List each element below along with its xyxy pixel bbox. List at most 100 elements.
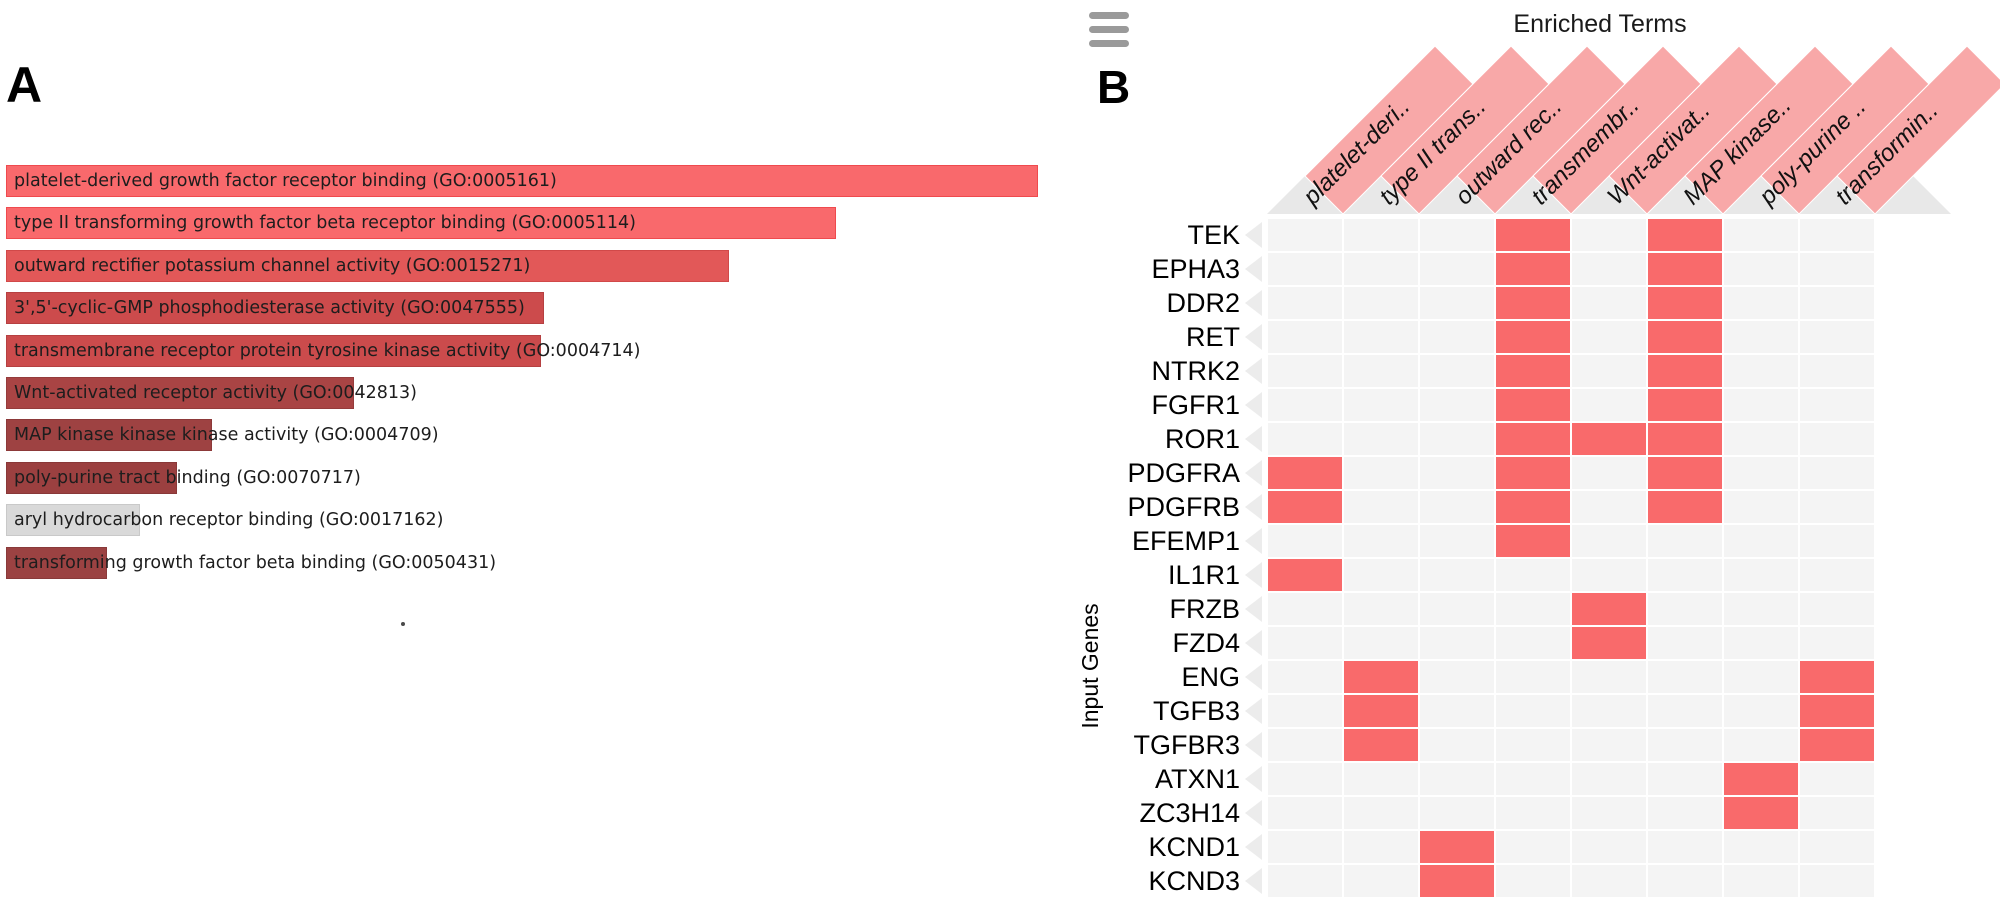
heatmap-cell[interactable] (1419, 796, 1495, 830)
heatmap-cell[interactable] (1343, 252, 1419, 286)
gene-row-label[interactable]: PDGFRA (1127, 458, 1240, 488)
heatmap-cell[interactable] (1419, 354, 1495, 388)
heatmap-cell[interactable] (1495, 422, 1571, 456)
heatmap-cell[interactable] (1647, 762, 1723, 796)
heatmap-cell[interactable] (1267, 388, 1343, 422)
heatmap-cell[interactable] (1495, 524, 1571, 558)
gene-row-label[interactable]: KCND3 (1148, 866, 1240, 896)
heatmap-cell[interactable] (1419, 864, 1495, 898)
gene-row-label[interactable]: FGFR1 (1151, 390, 1240, 420)
heatmap-cell[interactable] (1495, 286, 1571, 320)
heatmap-cell[interactable] (1419, 626, 1495, 660)
heatmap-cell[interactable] (1267, 660, 1343, 694)
heatmap-cell[interactable] (1419, 388, 1495, 422)
heatmap-cell[interactable] (1267, 320, 1343, 354)
enrichment-bar[interactable] (6, 335, 541, 367)
heatmap-cell[interactable] (1419, 252, 1495, 286)
heatmap-cell[interactable] (1267, 218, 1343, 252)
heatmap-cell[interactable] (1495, 388, 1571, 422)
heatmap-cell[interactable] (1647, 592, 1723, 626)
heatmap-cell[interactable] (1799, 456, 1875, 490)
heatmap-cell[interactable] (1723, 490, 1799, 524)
heatmap-cell[interactable] (1647, 830, 1723, 864)
heatmap-cell[interactable] (1495, 558, 1571, 592)
heatmap-cell[interactable] (1495, 320, 1571, 354)
heatmap-cell[interactable] (1267, 456, 1343, 490)
heatmap-cell[interactable] (1647, 354, 1723, 388)
heatmap-cell[interactable] (1419, 830, 1495, 864)
heatmap-cell[interactable] (1571, 218, 1647, 252)
heatmap-cell[interactable] (1723, 626, 1799, 660)
heatmap-cell[interactable] (1571, 388, 1647, 422)
menu-button[interactable] (1089, 12, 1129, 54)
heatmap-cell[interactable] (1723, 286, 1799, 320)
gene-row-label[interactable]: TEK (1187, 220, 1240, 250)
heatmap-cell[interactable] (1343, 762, 1419, 796)
heatmap-cell[interactable] (1723, 592, 1799, 626)
heatmap-cell[interactable] (1799, 490, 1875, 524)
heatmap-cell[interactable] (1723, 558, 1799, 592)
enrichment-bar[interactable] (6, 419, 212, 451)
heatmap-cell[interactable] (1495, 728, 1571, 762)
heatmap-cell[interactable] (1647, 694, 1723, 728)
enrichment-bar[interactable] (6, 462, 177, 494)
heatmap-cell[interactable] (1343, 422, 1419, 456)
heatmap-cell[interactable] (1723, 524, 1799, 558)
heatmap-cell[interactable] (1267, 558, 1343, 592)
heatmap-cell[interactable] (1647, 252, 1723, 286)
heatmap-cell[interactable] (1419, 218, 1495, 252)
heatmap-cell[interactable] (1799, 252, 1875, 286)
enrichment-bar[interactable] (6, 250, 729, 282)
gene-row-label[interactable]: IL1R1 (1167, 560, 1240, 590)
heatmap-cell[interactable] (1495, 456, 1571, 490)
heatmap-cell[interactable] (1723, 694, 1799, 728)
heatmap-cell[interactable] (1495, 830, 1571, 864)
heatmap-cell[interactable] (1571, 252, 1647, 286)
heatmap-cell[interactable] (1799, 728, 1875, 762)
heatmap-cell[interactable] (1799, 762, 1875, 796)
heatmap-cell[interactable] (1571, 694, 1647, 728)
heatmap-cell[interactable] (1799, 388, 1875, 422)
heatmap-cell[interactable] (1343, 218, 1419, 252)
heatmap-cell[interactable] (1419, 762, 1495, 796)
heatmap-cell[interactable] (1647, 558, 1723, 592)
heatmap-cell[interactable] (1799, 320, 1875, 354)
heatmap-cell[interactable] (1571, 320, 1647, 354)
heatmap-cell[interactable] (1571, 728, 1647, 762)
heatmap-cell[interactable] (1267, 864, 1343, 898)
heatmap-cell[interactable] (1799, 524, 1875, 558)
heatmap-cell[interactable] (1419, 660, 1495, 694)
heatmap-cell[interactable] (1267, 728, 1343, 762)
heatmap-cell[interactable] (1799, 286, 1875, 320)
heatmap-cell[interactable] (1343, 694, 1419, 728)
heatmap-cell[interactable] (1495, 694, 1571, 728)
heatmap-cell[interactable] (1647, 320, 1723, 354)
enrichment-bar[interactable] (6, 547, 107, 579)
heatmap-cell[interactable] (1495, 490, 1571, 524)
heatmap-cell[interactable] (1799, 864, 1875, 898)
heatmap-cell[interactable] (1343, 490, 1419, 524)
heatmap-cell[interactable] (1495, 626, 1571, 660)
heatmap-cell[interactable] (1799, 218, 1875, 252)
heatmap-cell[interactable] (1571, 490, 1647, 524)
heatmap-cell[interactable] (1495, 660, 1571, 694)
gene-row-label[interactable]: PDGFRB (1127, 492, 1240, 522)
heatmap-cell[interactable] (1571, 830, 1647, 864)
heatmap-cell[interactable] (1647, 422, 1723, 456)
heatmap-cell[interactable] (1571, 796, 1647, 830)
heatmap-cell[interactable] (1571, 354, 1647, 388)
heatmap-cell[interactable] (1723, 218, 1799, 252)
heatmap-cell[interactable] (1799, 592, 1875, 626)
gene-row-label[interactable]: TGFB3 (1152, 696, 1240, 726)
heatmap-cell[interactable] (1647, 286, 1723, 320)
heatmap-cell[interactable] (1419, 694, 1495, 728)
gene-row-label[interactable]: TGFBR3 (1133, 730, 1240, 760)
heatmap-cell[interactable] (1723, 660, 1799, 694)
heatmap-cell[interactable] (1419, 320, 1495, 354)
heatmap-cell[interactable] (1343, 354, 1419, 388)
heatmap-cell[interactable] (1723, 252, 1799, 286)
heatmap-cell[interactable] (1267, 252, 1343, 286)
heatmap-cell[interactable] (1723, 762, 1799, 796)
heatmap-cell[interactable] (1723, 456, 1799, 490)
heatmap-cell[interactable] (1571, 864, 1647, 898)
